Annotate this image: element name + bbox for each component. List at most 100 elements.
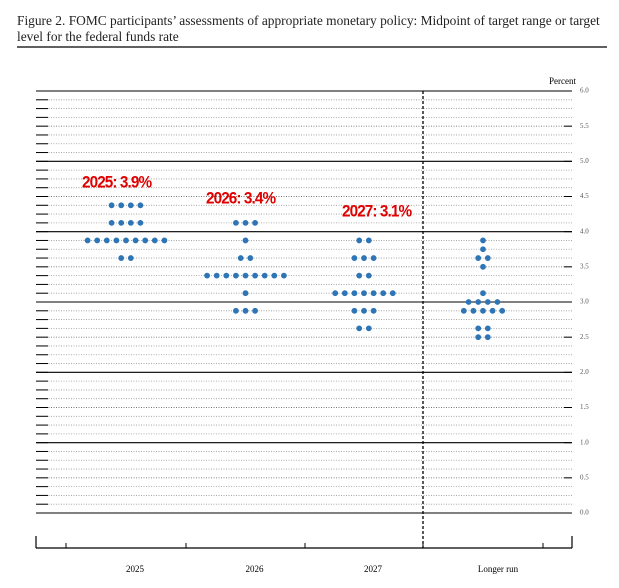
dot [356, 325, 363, 332]
y-tick-label: 2.0 [580, 368, 589, 376]
dot [118, 219, 125, 226]
dot [161, 237, 168, 244]
x-tick-label: 2026 [246, 564, 265, 574]
dot [271, 272, 278, 279]
dot [127, 255, 134, 261]
dot [361, 307, 367, 314]
median-annotation: 2027: 3.1% [342, 202, 412, 221]
dot [233, 307, 239, 314]
x-tick-label: 2027 [364, 564, 383, 574]
dot [103, 237, 110, 244]
dot [151, 237, 158, 244]
dot [484, 299, 491, 305]
dot [361, 255, 367, 261]
y-tick-label: 6.0 [580, 87, 589, 95]
median-annotation: 2026: 3.4% [206, 189, 276, 208]
dot [113, 237, 120, 244]
dot [475, 325, 482, 332]
dot [484, 255, 491, 261]
dot [118, 255, 125, 261]
dot [475, 299, 482, 305]
dot [242, 290, 249, 297]
dot [127, 202, 134, 209]
dot [127, 219, 134, 226]
dot [252, 307, 258, 314]
dot [475, 334, 482, 341]
dot [84, 237, 91, 244]
dot [356, 237, 363, 244]
y-axis-label: Percent [549, 76, 576, 86]
dot [480, 290, 486, 297]
x-tick-label: 2025 [126, 564, 145, 574]
y-tick-label: 1.0 [580, 438, 589, 446]
dot [480, 263, 486, 270]
y-tick-label: 3.0 [580, 298, 589, 306]
dot [237, 255, 244, 261]
dot [132, 237, 139, 244]
dot [242, 272, 249, 279]
dot [118, 202, 125, 209]
dot [356, 272, 363, 279]
dot [499, 307, 506, 314]
dot [370, 290, 377, 297]
median-annotation: 2025: 3.9% [82, 173, 152, 192]
dot [223, 272, 230, 279]
dot [351, 290, 358, 297]
y-tick-label: 4.0 [580, 227, 589, 235]
y-tick-label: 3.5 [580, 262, 589, 270]
dot [361, 290, 367, 297]
dot [204, 272, 211, 279]
dot [480, 246, 486, 253]
dot [484, 334, 491, 341]
dot [94, 237, 101, 244]
dot [470, 307, 477, 314]
dot [108, 202, 115, 209]
dot [261, 272, 268, 279]
chart-title: Figure 2. FOMC participants’ assessments… [17, 13, 600, 44]
dot [242, 307, 249, 314]
y-tick-label: 5.0 [580, 157, 589, 165]
dot [365, 272, 372, 279]
y-tick-label: 1.5 [580, 403, 589, 411]
dot [137, 202, 144, 209]
dot [380, 290, 387, 297]
dot [242, 237, 249, 244]
y-tick-label: 2.5 [580, 333, 589, 341]
dot [242, 219, 249, 226]
dot [480, 307, 486, 314]
dot [365, 237, 372, 244]
dot [332, 290, 339, 297]
dot [137, 219, 144, 226]
dot [484, 325, 491, 332]
dot [341, 290, 348, 297]
y-tick-label: 5.5 [580, 122, 589, 130]
dot [142, 237, 149, 244]
dot [465, 299, 472, 305]
y-tick-label: 0.0 [580, 509, 589, 517]
dot [247, 255, 254, 261]
dot [213, 272, 220, 279]
dot [108, 219, 115, 226]
dot [389, 290, 396, 297]
y-tick-label: 0.5 [580, 473, 589, 481]
x-tick-label: Longer run [478, 564, 519, 574]
dot [370, 255, 377, 261]
dot [351, 255, 358, 261]
dot [351, 307, 358, 314]
dot [494, 299, 501, 305]
dot [281, 272, 287, 279]
dot [233, 219, 239, 226]
dot [233, 272, 239, 279]
dot [475, 255, 482, 261]
dot [480, 237, 486, 244]
dot [489, 307, 496, 314]
dot [460, 307, 467, 314]
dot [365, 325, 372, 332]
dot [252, 272, 258, 279]
dot [252, 219, 258, 226]
y-tick-label: 4.5 [580, 192, 589, 200]
dot [370, 307, 377, 314]
dot [123, 237, 129, 244]
